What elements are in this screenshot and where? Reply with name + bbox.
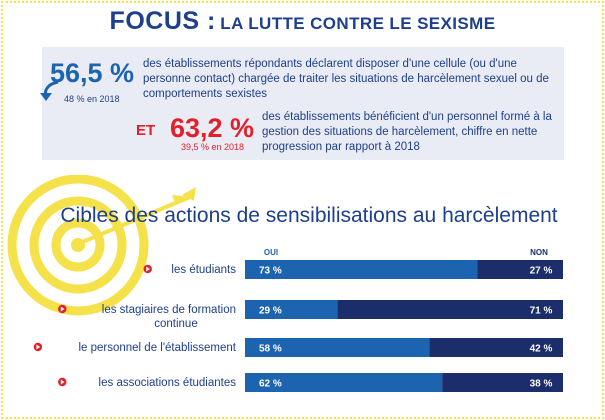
bar-oui [245,373,443,392]
bullet-arrow-icon [60,379,65,385]
bullet-arrow-icon [60,306,65,312]
bar-oui [245,338,430,357]
bar-non [477,260,563,279]
legend-oui: OUI [264,248,278,257]
bar-non [429,338,563,357]
legend-non: NON [530,248,548,257]
category-label: les étudiants [171,264,236,276]
bar-non [337,300,563,319]
bar-label-non: 42 % [530,344,553,355]
bar-label-oui: 62 % [259,379,282,390]
bar-oui [245,300,338,319]
category-label: les stagiaires de formation [102,304,236,316]
bar-label-non: 27 % [530,266,553,277]
stat1-previous: 48 % en 2018 [64,94,120,104]
bar-label-oui: 58 % [259,344,282,355]
title-main: FOCUS : [109,7,216,35]
bar-label-oui: 73 % [259,266,282,277]
chart-title: Cibles des actions de sensibilisations a… [60,204,558,227]
stat1-value: 56,5 % [50,58,135,88]
bar-non [442,373,563,392]
target-icon [7,175,196,316]
category-label: les associations étudiantes [99,377,237,389]
stat2-text: des établissements bénéficient d'un pers… [262,111,552,153]
stat2-value: 63,2 % [170,113,255,143]
bar-oui [245,260,478,279]
stat1-text: des établissements répondants déclarent … [143,58,549,100]
decrease-arrow-icon [40,80,59,101]
stats-box [42,47,564,160]
category-label: continue [154,318,197,330]
bar-label-non: 38 % [530,379,553,390]
bar-label-non: 71 % [530,306,553,317]
bullet-arrow-icon [146,266,150,272]
title-sub: LA LUTTE CONTRE LE SEXISME [220,14,496,33]
connector-text: ET [136,122,156,139]
bar-label-oui: 29 % [259,306,282,317]
page-title: FOCUS : LA LUTTE CONTRE LE SEXISME [0,7,605,36]
category-label: le personnel de l'établissement [78,342,236,354]
bullet-arrow-icon [36,344,41,350]
stat2-previous: 39,5 % en 2018 [181,142,245,152]
